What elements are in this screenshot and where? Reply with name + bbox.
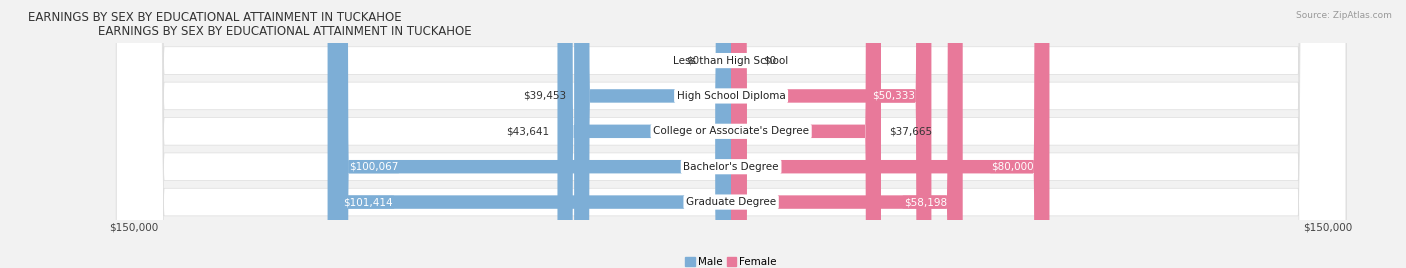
FancyBboxPatch shape — [731, 0, 1049, 268]
Text: Graduate Degree: Graduate Degree — [686, 197, 776, 207]
FancyBboxPatch shape — [117, 0, 1346, 268]
Text: $58,198: $58,198 — [904, 197, 946, 207]
FancyBboxPatch shape — [731, 0, 882, 268]
FancyBboxPatch shape — [117, 0, 1346, 268]
Legend: Male, Female: Male, Female — [682, 253, 780, 268]
Text: $0: $0 — [686, 55, 699, 66]
FancyBboxPatch shape — [117, 0, 1346, 268]
Text: $37,665: $37,665 — [889, 126, 932, 136]
FancyBboxPatch shape — [333, 0, 731, 268]
Text: Source: ZipAtlas.com: Source: ZipAtlas.com — [1296, 11, 1392, 20]
Text: Bachelor's Degree: Bachelor's Degree — [683, 162, 779, 172]
Text: College or Associate's Degree: College or Associate's Degree — [654, 126, 808, 136]
FancyBboxPatch shape — [328, 0, 731, 268]
FancyBboxPatch shape — [731, 0, 931, 268]
Text: $101,414: $101,414 — [343, 197, 394, 207]
FancyBboxPatch shape — [117, 0, 1346, 268]
Text: $100,067: $100,067 — [349, 162, 398, 172]
Text: Less than High School: Less than High School — [673, 55, 789, 66]
Text: $50,333: $50,333 — [873, 91, 915, 101]
Text: EARNINGS BY SEX BY EDUCATIONAL ATTAINMENT IN TUCKAHOE: EARNINGS BY SEX BY EDUCATIONAL ATTAINMEN… — [28, 11, 402, 24]
Text: $39,453: $39,453 — [523, 91, 567, 101]
FancyBboxPatch shape — [574, 0, 731, 268]
Text: $43,641: $43,641 — [506, 126, 550, 136]
FancyBboxPatch shape — [557, 0, 731, 268]
Text: $80,000: $80,000 — [991, 162, 1033, 172]
Text: $0: $0 — [763, 55, 776, 66]
FancyBboxPatch shape — [117, 0, 1346, 268]
Text: High School Diploma: High School Diploma — [676, 91, 786, 101]
FancyBboxPatch shape — [731, 0, 963, 268]
Text: EARNINGS BY SEX BY EDUCATIONAL ATTAINMENT IN TUCKAHOE: EARNINGS BY SEX BY EDUCATIONAL ATTAINMEN… — [98, 25, 472, 38]
